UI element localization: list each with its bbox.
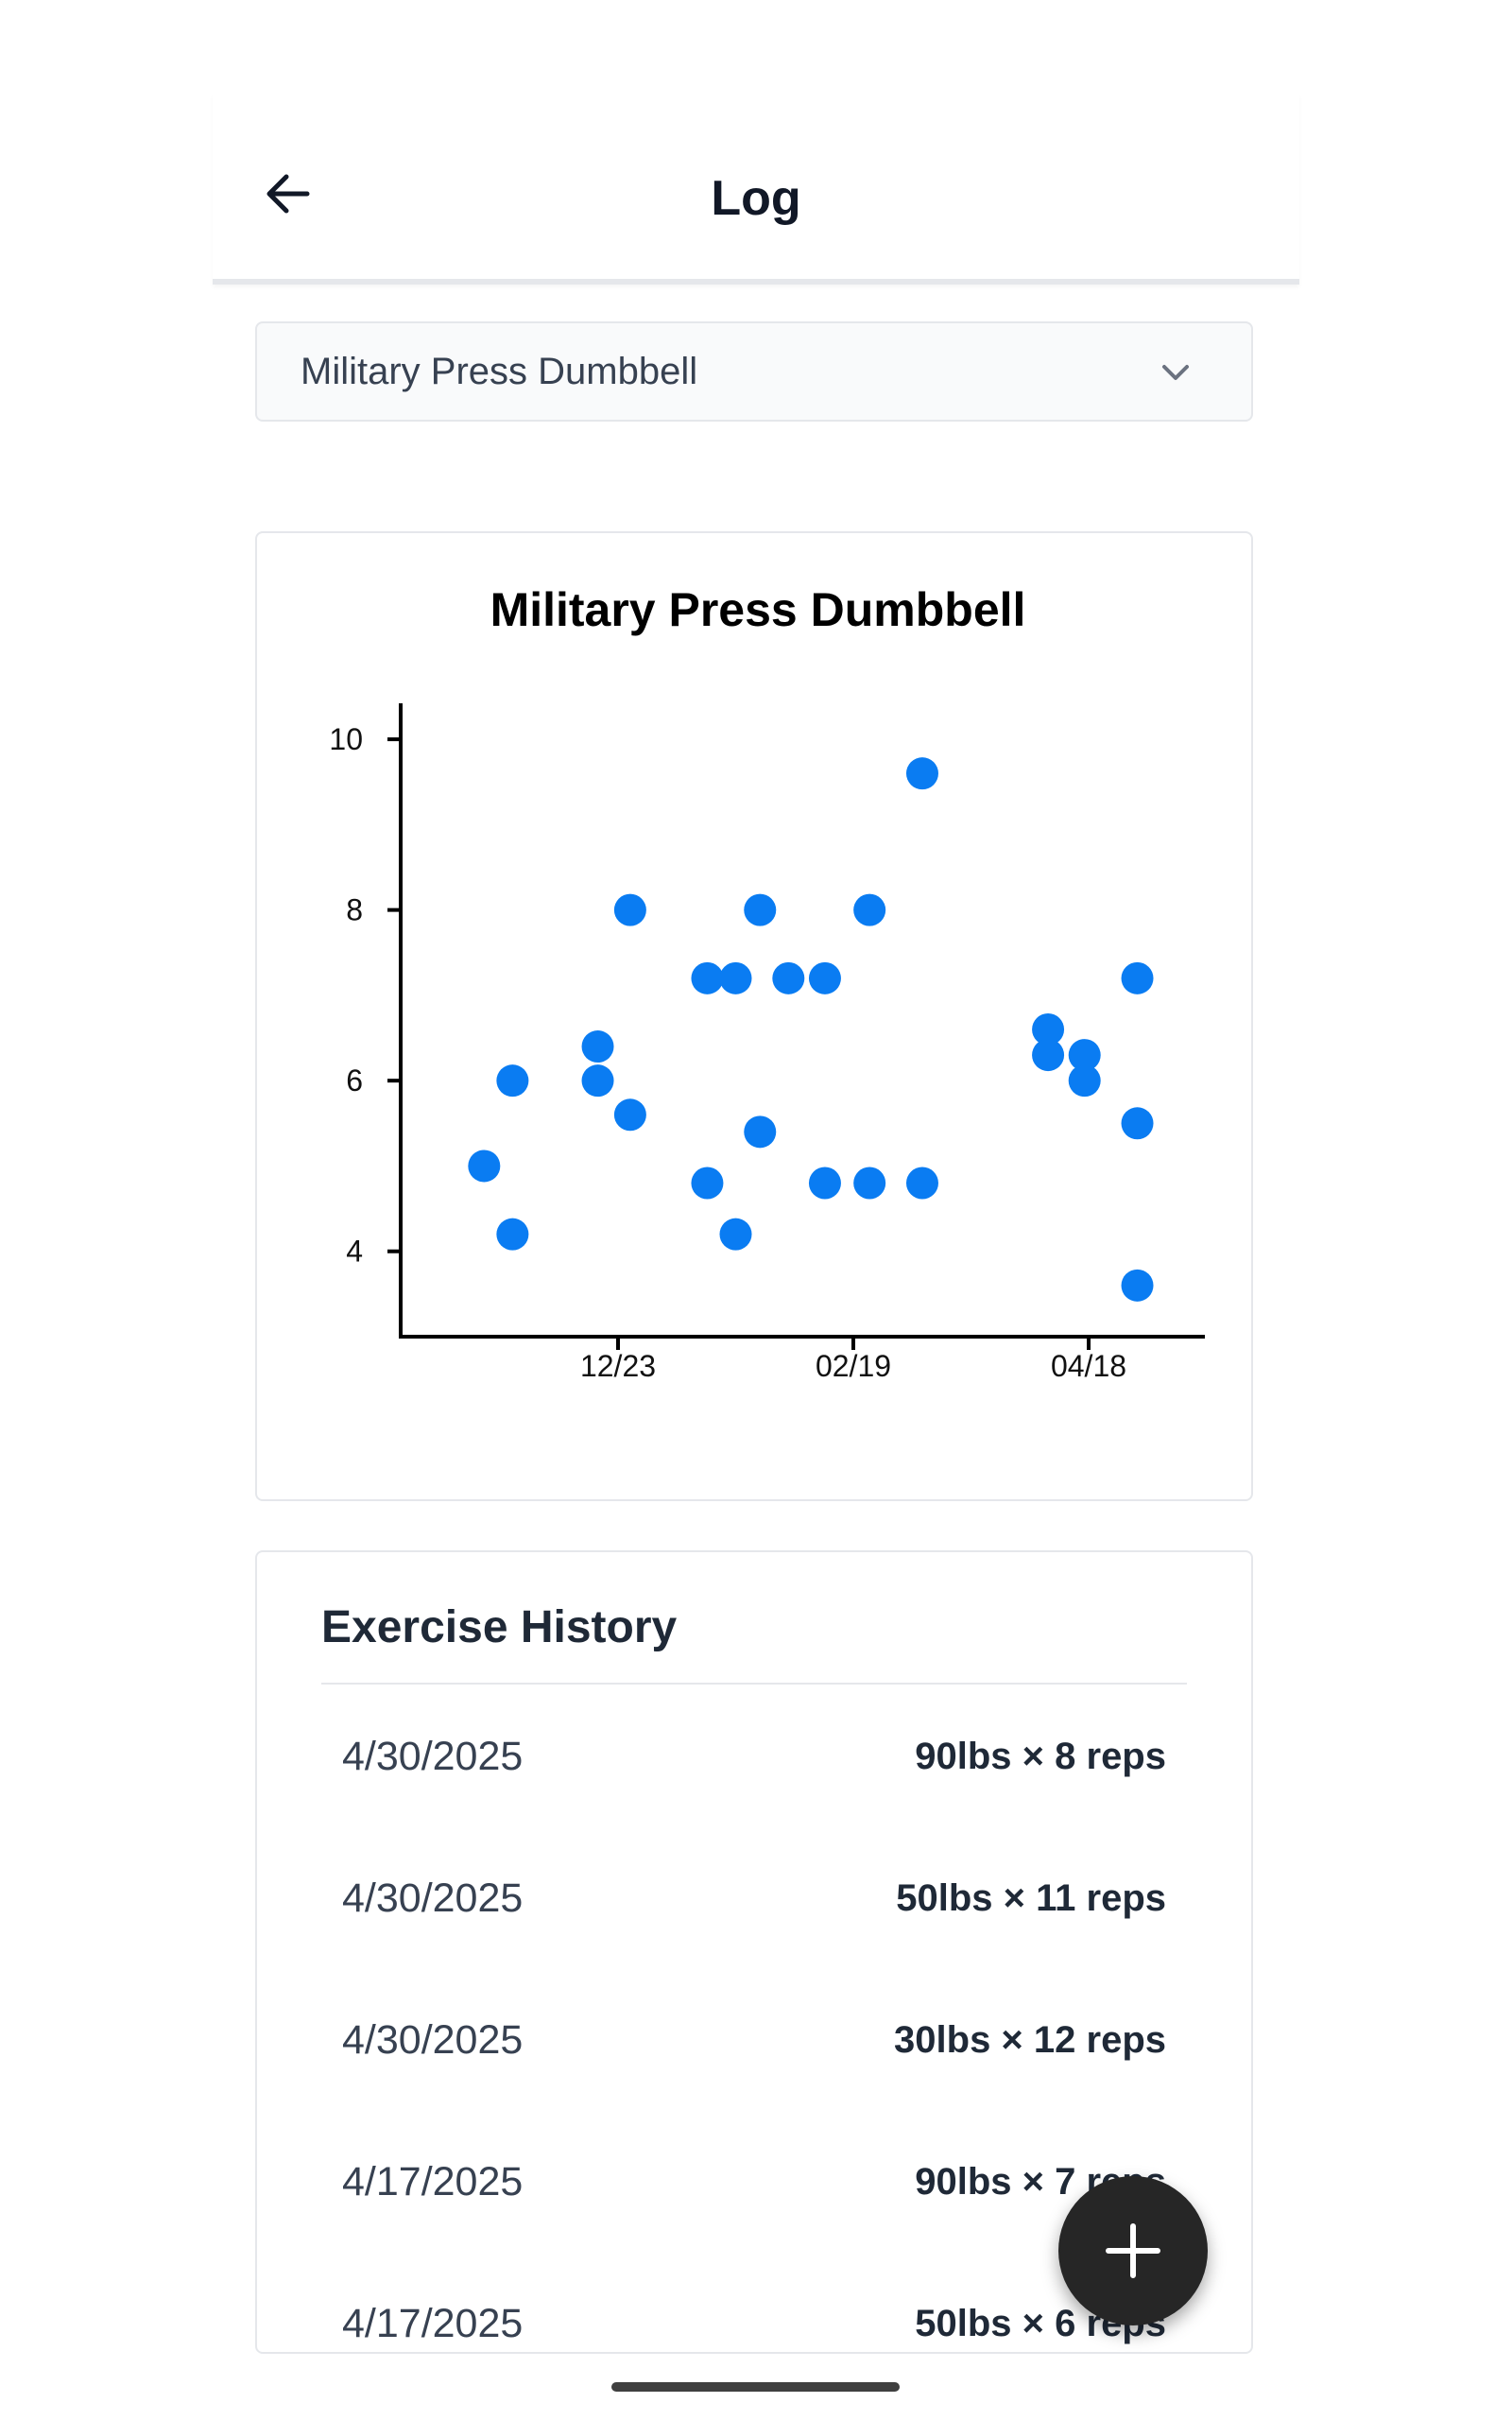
chevron-down-icon: [1162, 365, 1189, 380]
data-point: [1121, 1269, 1154, 1302]
data-point: [1121, 1107, 1154, 1140]
history-row[interactable]: 4/17/2025 50lbs × 6 reps: [321, 2252, 1187, 2352]
data-point: [613, 1098, 646, 1132]
chart-points: [468, 757, 1154, 1302]
app-header: Log: [213, 95, 1299, 285]
history-row[interactable]: 4/30/2025 50lbs × 11 reps: [321, 1826, 1187, 1968]
data-point: [1121, 961, 1154, 994]
history-row[interactable]: 4/17/2025 90lbs × 7 reps: [321, 2110, 1187, 2252]
history-row[interactable]: 4/30/2025 30lbs × 12 reps: [321, 1968, 1187, 2110]
history-row[interactable]: 4/30/2025 90lbs × 8 reps: [321, 1685, 1187, 1826]
history-date: 4/17/2025: [342, 2159, 524, 2204]
progress-chart-card: Military Press Dumbbell 4 6 8 10 12/23 02/19 0…: [255, 531, 1253, 1501]
exercise-history-title: Exercise History: [321, 1602, 678, 1652]
y-tick-label: 4: [346, 1235, 363, 1269]
data-point: [581, 1030, 614, 1063]
exercise-select[interactable]: Military Press Dumbbell: [255, 321, 1253, 422]
data-point: [613, 893, 646, 926]
x-tick-label: 04/18: [1051, 1349, 1126, 1383]
data-point: [853, 893, 886, 926]
history-weight-reps: 30lbs × 12 reps: [894, 2019, 1166, 2061]
plus-icon: [1106, 2223, 1160, 2278]
back-button[interactable]: [260, 165, 317, 222]
history-date: 4/30/2025: [342, 1876, 524, 1921]
y-tick-label: 10: [329, 722, 363, 756]
data-point: [905, 757, 938, 790]
log-screen: Log Military Press Dumbbell Military Pre…: [213, 95, 1299, 2382]
chart-title: Military Press Dumbbell: [490, 583, 1026, 636]
history-list: 4/30/2025 90lbs × 8 reps 4/30/2025 50lbs × …: [321, 1685, 1187, 2352]
divider: [321, 1683, 1187, 1685]
data-point: [905, 1167, 938, 1200]
data-point: [744, 1115, 777, 1149]
data-point: [719, 961, 752, 994]
data-point: [1032, 1039, 1065, 1072]
data-point: [808, 961, 841, 994]
data-point: [719, 1218, 752, 1251]
history-date: 4/17/2025: [342, 2301, 524, 2346]
home-indicator[interactable]: [611, 2382, 900, 2392]
add-log-button[interactable]: [1058, 2176, 1208, 2325]
chart-axes: 4 6 8 10 12/23 02/19 04/18: [329, 703, 1205, 1383]
y-tick-label: 8: [346, 893, 363, 927]
x-tick-label: 02/19: [816, 1349, 891, 1383]
data-point: [468, 1150, 501, 1183]
data-point: [496, 1064, 529, 1098]
data-point: [691, 1167, 724, 1200]
history-weight-reps: 90lbs × 8 reps: [915, 1736, 1166, 1777]
exercise-history-card: Exercise History 4/30/2025 90lbs × 8 reps…: [255, 1550, 1253, 2354]
data-point: [772, 961, 805, 994]
arrow-left-icon: [266, 174, 310, 214]
data-point: [1068, 1064, 1101, 1098]
history-date: 4/30/2025: [342, 1734, 524, 1779]
data-point: [581, 1064, 614, 1098]
data-point: [496, 1218, 529, 1251]
data-point: [744, 893, 777, 926]
data-point: [1032, 1013, 1065, 1046]
x-tick-label: 12/23: [580, 1349, 656, 1383]
progress-chart: Military Press Dumbbell 4 6 8 10 12/23 02/19 0…: [329, 583, 1205, 1383]
y-tick-label: 6: [346, 1063, 363, 1098]
page-title: Log: [711, 171, 801, 226]
data-point: [1068, 1039, 1101, 1072]
history-date: 4/30/2025: [342, 2017, 524, 2063]
exercise-select-value: Military Press Dumbbell: [301, 350, 698, 392]
data-point: [853, 1167, 886, 1200]
history-weight-reps: 50lbs × 11 reps: [896, 1877, 1166, 1919]
data-point: [691, 961, 724, 994]
data-point: [808, 1167, 841, 1200]
